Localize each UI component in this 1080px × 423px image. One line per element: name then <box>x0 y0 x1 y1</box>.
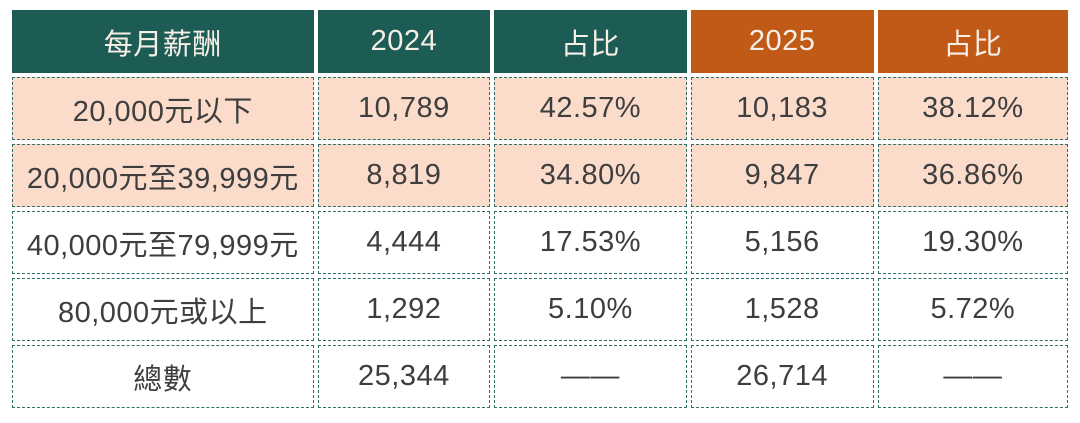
cell-2025-count: 5,156 <box>690 211 874 274</box>
cell-salary-range: 40,000元至79,999元 <box>12 211 314 274</box>
cell-2024-count: 1,292 <box>317 278 491 341</box>
cell-2025-count: 10,183 <box>690 77 874 140</box>
table-row-80000-above: 80,000元或以上 1,292 5.10% 1,528 5.72% <box>12 278 1068 341</box>
cell-2025-share: 38.12% <box>877 77 1068 140</box>
cell-total-label: 總數 <box>12 345 314 408</box>
cell-2024-share: 34.80% <box>494 144 687 207</box>
cell-2024-share: 5.10% <box>494 278 687 341</box>
monthly-salary-table: 每月薪酬 2024 占比 2025 占比 20,000元以下 10,789 42… <box>8 6 1072 412</box>
cell-2025-total: 26,714 <box>690 345 874 408</box>
cell-2025-share-dash: —— <box>877 345 1068 408</box>
table-row-total: 總數 25,344 —— 26,714 —— <box>12 345 1068 408</box>
header-cell-salary-range: 每月薪酬 <box>12 10 314 73</box>
cell-salary-range: 20,000元以下 <box>12 77 314 140</box>
cell-2024-count: 8,819 <box>317 144 491 207</box>
cell-2024-share-dash: —— <box>494 345 687 408</box>
header-cell-2024-share: 占比 <box>494 10 687 73</box>
cell-2024-count: 4,444 <box>317 211 491 274</box>
cell-2025-count: 1,528 <box>690 278 874 341</box>
cell-2025-share: 5.72% <box>877 278 1068 341</box>
cell-2025-count: 9,847 <box>690 144 874 207</box>
cell-2024-total: 25,344 <box>317 345 491 408</box>
cell-salary-range: 80,000元或以上 <box>12 278 314 341</box>
header-row: 每月薪酬 2024 占比 2025 占比 <box>12 10 1068 73</box>
header-cell-2025-share: 占比 <box>877 10 1068 73</box>
header-cell-2024: 2024 <box>317 10 491 73</box>
table-row-under-20000: 20,000元以下 10,789 42.57% 10,183 38.12% <box>12 77 1068 140</box>
cell-salary-range: 20,000元至39,999元 <box>12 144 314 207</box>
header-cell-2025: 2025 <box>690 10 874 73</box>
cell-2025-share: 36.86% <box>877 144 1068 207</box>
cell-2025-share: 19.30% <box>877 211 1068 274</box>
table-row-20000-39999: 20,000元至39,999元 8,819 34.80% 9,847 36.86… <box>12 144 1068 207</box>
cell-2024-count: 10,789 <box>317 77 491 140</box>
table-row-40000-79999: 40,000元至79,999元 4,444 17.53% 5,156 19.30… <box>12 211 1068 274</box>
cell-2024-share: 42.57% <box>494 77 687 140</box>
cell-2024-share: 17.53% <box>494 211 687 274</box>
